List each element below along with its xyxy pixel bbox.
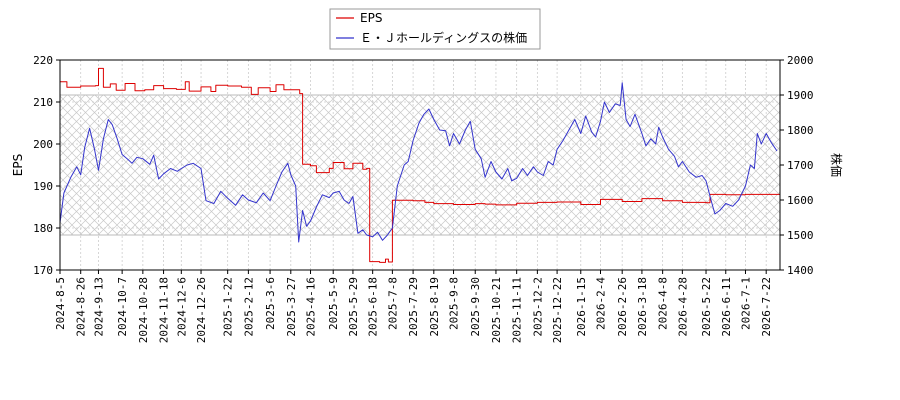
- x-tick-label: 2024-9-13: [92, 277, 105, 337]
- x-tick-label: 2026-3-18: [636, 277, 649, 337]
- y-left-tick-label: 170: [33, 264, 53, 277]
- y-left-tick-label: 220: [33, 54, 53, 67]
- x-tick-label: 2026-1-15: [575, 277, 588, 337]
- x-tick-label: 2025-4-16: [305, 277, 318, 337]
- y-right-tick-label: 1700: [787, 159, 814, 172]
- x-tick-label: 2025-7-8: [386, 277, 399, 330]
- x-tick-label: 2025-7-29: [407, 277, 420, 337]
- x-tick-label: 2025-8-19: [428, 277, 441, 337]
- y-right-tick-label: 1800: [787, 124, 814, 137]
- y-left-tick-label: 190: [33, 180, 53, 193]
- x-tick-label: 2025-5-29: [347, 277, 360, 337]
- y-right-tick-label: 1500: [787, 229, 814, 242]
- x-tick-label: 2024-8-26: [75, 277, 88, 337]
- legend: EPS Ｅ・Ｊホールディングスの株価: [329, 8, 541, 50]
- x-tick-label: 2025-5-9: [327, 277, 340, 330]
- x-tick-label: 2025-11-11: [511, 277, 524, 343]
- eps-series-line: [60, 67, 780, 263]
- x-tick-label: 2025-12-2: [531, 277, 544, 337]
- x-tick-label: 2025-2-12: [242, 277, 255, 337]
- y-right-tick-label: 2000: [787, 54, 814, 67]
- x-tick-label: 2026-5-22: [700, 277, 713, 337]
- y-right-tick-label: 1600: [787, 194, 814, 207]
- x-tick-label: 2026-7-1: [739, 277, 752, 330]
- x-tick-label: 2025-1-22: [222, 277, 235, 337]
- x-tick-label: 2025-6-18: [367, 277, 380, 337]
- x-tick-label: 2025-10-21: [490, 277, 503, 343]
- x-tick-label: 2024-10-28: [137, 277, 150, 343]
- x-tick-label: 2024-12-6: [175, 277, 188, 337]
- x-tick-label: 2026-7-22: [760, 277, 773, 337]
- x-tick-label: 2024-8-5: [54, 277, 67, 330]
- x-tick-label: 2025-3-27: [285, 277, 298, 337]
- x-tick-label: 2026-2-4: [594, 277, 607, 330]
- x-tick-label: 2026-4-28: [676, 277, 689, 337]
- x-tick-label: 2024-12-26: [195, 277, 208, 343]
- y-left-axis-title: EPS: [11, 154, 25, 176]
- y-right-tick-label: 1900: [787, 89, 814, 102]
- x-tick-label: 2026-4-8: [657, 277, 670, 330]
- y-left-tick-label: 200: [33, 138, 53, 151]
- x-tick-label: 2025-9-30: [469, 277, 482, 337]
- x-tick-label: 2025-12-22: [551, 277, 564, 343]
- legend-eps-label: EPS: [360, 11, 382, 25]
- x-tick-label: 2026-2-26: [616, 277, 629, 337]
- x-tick-label: 2026-6-11: [720, 277, 733, 337]
- y-left-tick-label: 180: [33, 222, 53, 235]
- legend-box: [329, 8, 541, 50]
- x-tick-label: 2024-11-18: [158, 277, 171, 343]
- hatched-band: [60, 95, 780, 235]
- x-tick-label: 2025-9-8: [448, 277, 461, 330]
- x-tick-label: 2025-3-6: [264, 277, 277, 330]
- y-left-tick-label: 210: [33, 96, 53, 109]
- legend-price-label: Ｅ・Ｊホールディングスの株価: [360, 30, 527, 45]
- y-right-tick-label: 1400: [787, 264, 814, 277]
- y-right-axis-title: 株価: [829, 153, 844, 177]
- x-tick-label: 2024-10-7: [116, 277, 129, 337]
- stock-price-series-line: [60, 82, 778, 243]
